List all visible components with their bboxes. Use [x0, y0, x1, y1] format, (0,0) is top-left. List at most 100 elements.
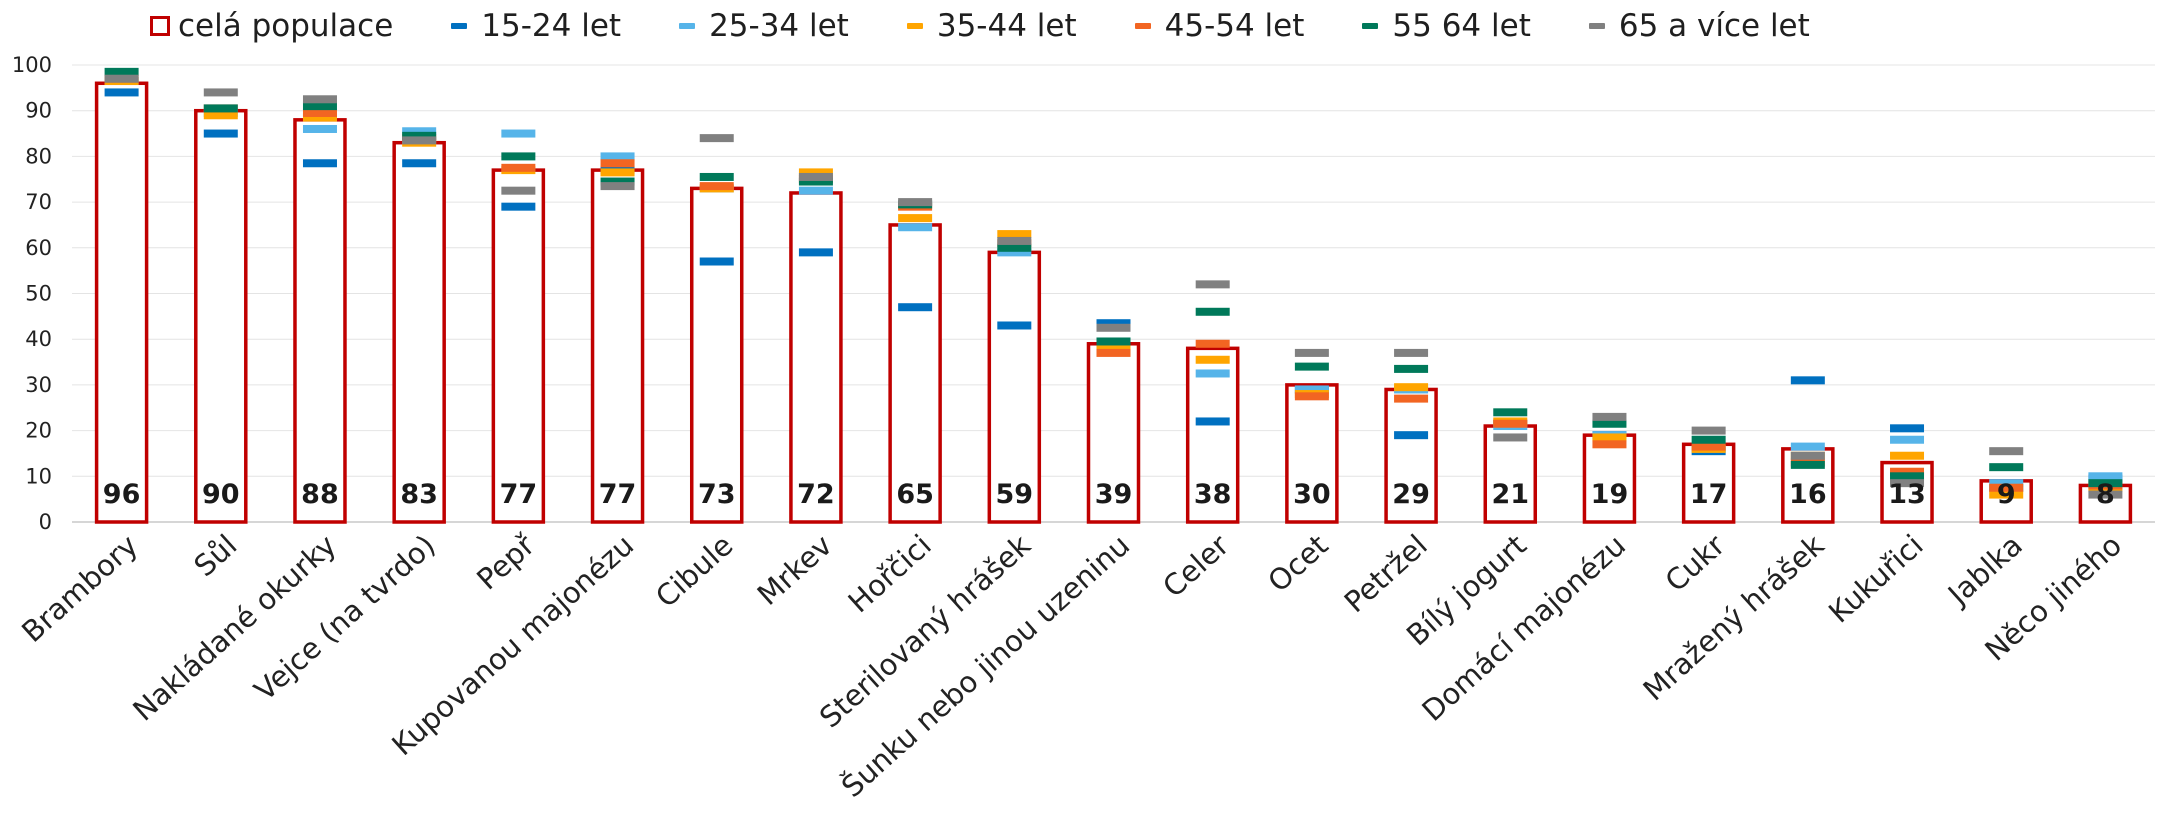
x-tick-label: Cibule: [649, 528, 739, 614]
series-marker: [1493, 419, 1528, 428]
legend-item-marker: 45-54 let: [1134, 8, 1304, 44]
data-label: 30: [1293, 479, 1331, 510]
series-marker: [1394, 364, 1429, 373]
series-marker: [302, 159, 337, 168]
series-marker: [1195, 280, 1230, 289]
legend-label: 55 64 let: [1392, 8, 1531, 44]
data-label: 8: [2096, 479, 2115, 510]
series-marker: [798, 172, 833, 181]
y-tick-label: 100: [12, 53, 52, 77]
series-marker: [1691, 426, 1726, 435]
series-marker: [402, 131, 437, 140]
series-marker: [302, 124, 337, 133]
legend-swatch: [150, 16, 170, 36]
data-label: 65: [896, 479, 934, 510]
data-label: 19: [1591, 479, 1629, 510]
series-marker: [501, 129, 536, 138]
series-marker: [898, 214, 933, 223]
series-marker: [1493, 408, 1528, 417]
series-marker: [104, 74, 139, 83]
series-marker: [1592, 419, 1627, 428]
series-marker: [1394, 383, 1429, 392]
bar: [987, 250, 1042, 524]
series-marker: [1394, 348, 1429, 357]
series-marker: [302, 95, 337, 104]
series-marker: [898, 303, 933, 312]
series-marker: [1989, 490, 2024, 499]
series-marker: [501, 152, 536, 161]
series-marker: [699, 182, 734, 191]
legend-label: 25-34 let: [709, 8, 849, 44]
series-marker: [1890, 435, 1925, 444]
series-marker: [1592, 440, 1627, 449]
series-marker: [699, 134, 734, 143]
series-marker: [1394, 431, 1429, 440]
series-marker: [600, 152, 635, 161]
series-marker: [1592, 433, 1627, 442]
series-marker: [1890, 424, 1925, 433]
series-marker: [997, 230, 1032, 239]
series-marker: [402, 127, 437, 136]
series-marker: [1890, 451, 1925, 460]
legend-label: 15-24 let: [481, 8, 622, 44]
legend-item-marker: 55 64 let: [1362, 8, 1531, 44]
data-label: 13: [1888, 479, 1926, 510]
data-label: 88: [301, 479, 339, 510]
series-marker: [1989, 483, 2024, 492]
bar: [293, 118, 347, 524]
data-label: 73: [698, 479, 736, 510]
series-marker: [1294, 392, 1329, 401]
y-tick-label: 60: [25, 236, 52, 260]
x-tick-label: Mrkev: [751, 528, 839, 612]
series-marker: [1989, 479, 2024, 488]
series-marker: [402, 159, 437, 168]
legend-label: celá populace: [178, 8, 394, 44]
series-marker: [1890, 472, 1925, 481]
y-tick-label: 20: [25, 419, 52, 443]
series-marker: [1195, 355, 1230, 364]
legend-swatch: [679, 23, 696, 29]
series-marker: [1989, 447, 2024, 456]
bar: [888, 223, 942, 524]
data-label: 9: [1997, 479, 2016, 510]
series-marker: [2088, 490, 2123, 499]
legend-label: 35-44 let: [936, 8, 1077, 44]
series-marker: [302, 102, 337, 111]
series-marker: [600, 159, 635, 168]
series-marker: [104, 67, 139, 76]
x-tick-label: Pepř: [470, 527, 542, 596]
series-marker: [2088, 472, 2123, 481]
series-marker: [203, 88, 238, 97]
x-tick-label: Brambory: [15, 528, 144, 649]
x-tick-label: Petržel: [1338, 528, 1434, 619]
series-marker: [302, 113, 337, 122]
legend-swatch: [1588, 23, 1605, 29]
series-marker: [1493, 433, 1528, 442]
legend-item-bar: celá populace: [150, 8, 393, 44]
series-marker: [1096, 337, 1131, 346]
bars: [94, 81, 2133, 524]
data-label: 17: [1690, 479, 1728, 510]
y-tick-label: 10: [25, 464, 52, 488]
series-marker: [1294, 362, 1329, 371]
data-label: 39: [1095, 479, 1133, 510]
x-tick-label: Cukr: [1659, 528, 1732, 598]
series-marker: [302, 108, 337, 117]
markers: [104, 67, 2123, 499]
series-marker: [1096, 348, 1131, 357]
legend-item-marker: 25-34 let: [679, 8, 849, 44]
x-tick-label: Mražený hrášek: [1637, 528, 1831, 708]
series-marker: [1096, 319, 1131, 328]
x-tick-label: Vejce (na tvrdo): [248, 528, 442, 708]
series-marker: [1890, 467, 1925, 476]
bar: [590, 168, 645, 524]
series-marker: [501, 186, 536, 195]
bar: [1285, 383, 1339, 524]
data-labels: 96 90 88 83 77 77 73 72 65 59 39 38 30 29 21 19 17 16 13 9 8: [103, 479, 2115, 510]
series-marker: [1195, 339, 1230, 348]
data-label: 77: [500, 479, 538, 510]
series-marker: [1691, 442, 1726, 451]
data-label: 59: [996, 479, 1034, 510]
